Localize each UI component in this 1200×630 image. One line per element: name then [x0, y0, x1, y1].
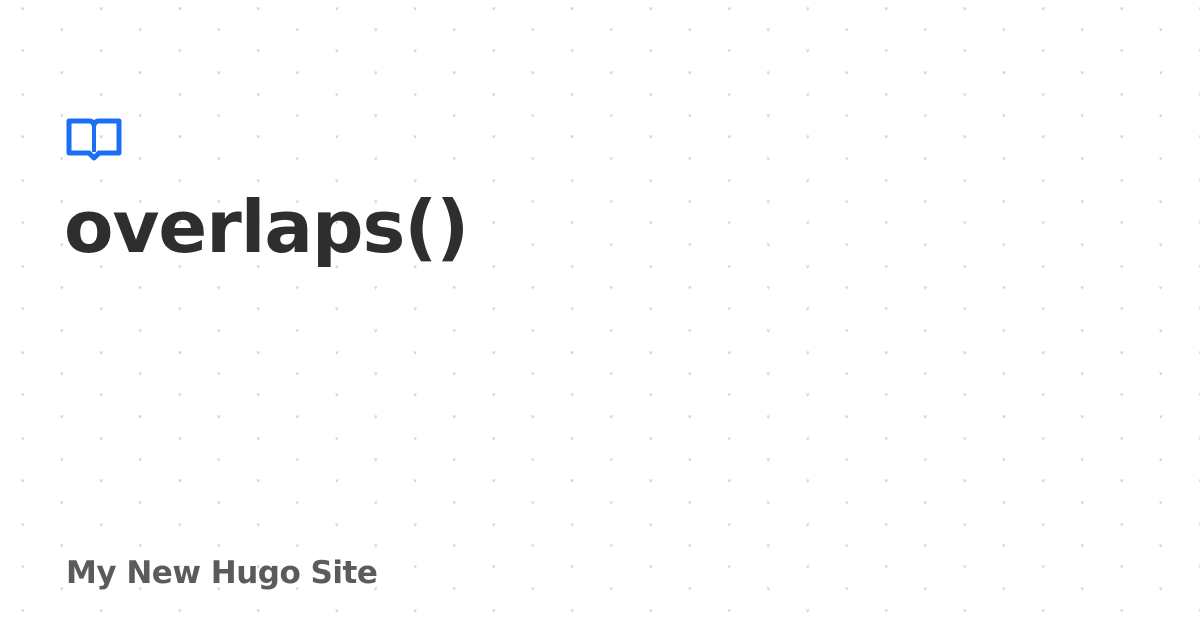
site-name: My New Hugo Site — [66, 555, 378, 591]
open-book-icon — [66, 118, 124, 162]
page-title: overlaps() — [64, 185, 469, 269]
